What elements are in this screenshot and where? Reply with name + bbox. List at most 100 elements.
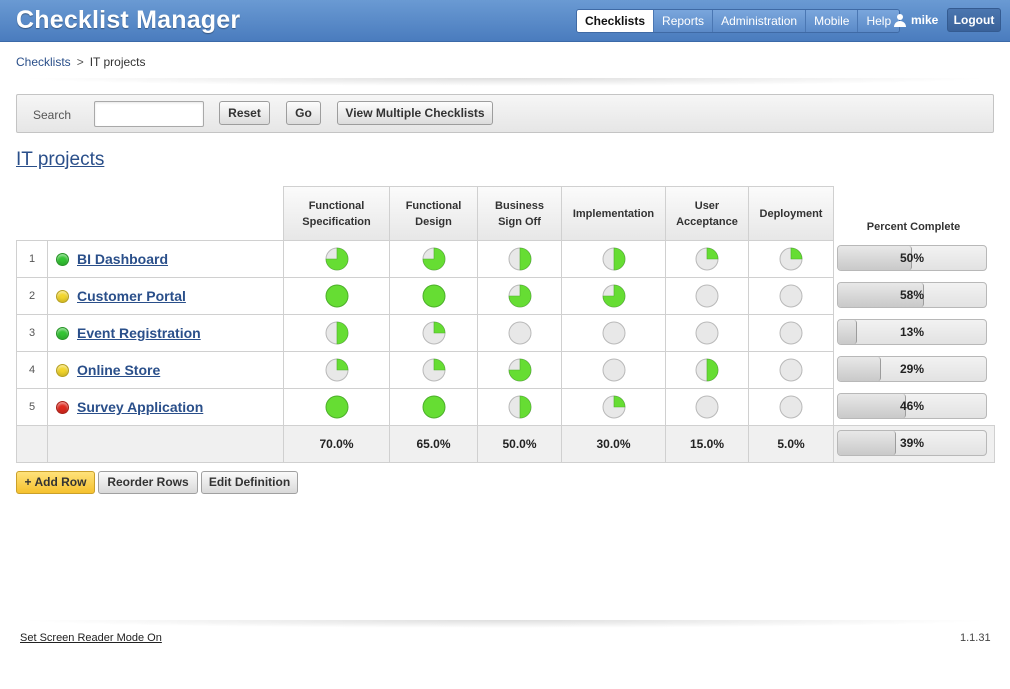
- progress-pie[interactable]: [422, 247, 446, 271]
- totals-blank: [16, 425, 48, 463]
- screen-reader-mode-link[interactable]: Set Screen Reader Mode On: [20, 632, 162, 644]
- pie-slice: [706, 247, 719, 260]
- progress-cell-functional-specification[interactable]: [283, 388, 390, 426]
- column-header-line: Design: [415, 215, 452, 228]
- pie-background: [602, 321, 625, 345]
- row-number: 3: [16, 314, 48, 352]
- progress-cell-deployment[interactable]: [748, 277, 834, 315]
- search-input[interactable]: [94, 101, 204, 127]
- progress-bar-label: 39%: [899, 436, 925, 450]
- progress-pie[interactable]: [325, 284, 349, 308]
- breadcrumb-checklists-link[interactable]: Checklists: [16, 55, 71, 69]
- progress-pie[interactable]: [779, 321, 803, 345]
- progress-pie[interactable]: [602, 284, 626, 308]
- reorder-rows-button[interactable]: Reorder Rows: [98, 471, 198, 494]
- nav-help[interactable]: Help: [857, 10, 900, 32]
- nav-mobile[interactable]: Mobile: [805, 10, 858, 32]
- progress-cell-functional-design[interactable]: [389, 240, 478, 278]
- progress-cell-functional-design[interactable]: [389, 351, 478, 389]
- search-label: Search: [33, 108, 72, 122]
- progress-pie[interactable]: [422, 284, 446, 308]
- progress-cell-implementation[interactable]: [561, 351, 666, 389]
- add-row-button[interactable]: + Add Row: [16, 471, 95, 494]
- progress-pie[interactable]: [695, 358, 719, 382]
- progress-pie[interactable]: [508, 247, 532, 271]
- column-header-line: Functional: [308, 199, 365, 212]
- go-button[interactable]: Go: [286, 101, 321, 125]
- progress-pie[interactable]: [602, 358, 626, 382]
- progress-cell-functional-design[interactable]: [389, 277, 478, 315]
- row-name-link[interactable]: Survey Application: [77, 399, 204, 415]
- view-multiple-checklists-button[interactable]: View Multiple Checklists: [337, 101, 493, 125]
- progress-cell-functional-specification[interactable]: [283, 277, 390, 315]
- current-user[interactable]: mike: [894, 13, 938, 27]
- progress-cell-implementation[interactable]: [561, 240, 666, 278]
- column-header-line: Implementation: [572, 207, 655, 220]
- progress-pie[interactable]: [695, 284, 719, 308]
- progress-cell-deployment[interactable]: [748, 351, 834, 389]
- progress-cell-user-acceptance[interactable]: [665, 277, 749, 315]
- progress-pie[interactable]: [508, 321, 532, 345]
- progress-cell-implementation[interactable]: [561, 314, 666, 352]
- progress-cell-user-acceptance[interactable]: [665, 388, 749, 426]
- app-title: Checklist Manager: [16, 6, 241, 34]
- logout-button[interactable]: Logout: [947, 8, 1001, 32]
- progress-cell-deployment[interactable]: [748, 388, 834, 426]
- progress-pie[interactable]: [602, 321, 626, 345]
- row-name-link[interactable]: Online Store: [77, 362, 161, 378]
- progress-pie[interactable]: [325, 321, 349, 345]
- table-row: Customer Portal: [47, 277, 284, 315]
- progress-bar-fill: [838, 320, 858, 344]
- progress-cell-user-acceptance[interactable]: [665, 314, 749, 352]
- progress-cell-functional-specification[interactable]: [283, 314, 390, 352]
- username: mike: [911, 13, 939, 27]
- progress-cell-user-acceptance[interactable]: [665, 351, 749, 389]
- progress-pie[interactable]: [422, 321, 446, 345]
- total-business-sign-off: 50.0%: [477, 425, 562, 463]
- progress-pie[interactable]: [695, 247, 719, 271]
- progress-pie[interactable]: [779, 358, 803, 382]
- progress-pie[interactable]: [422, 395, 446, 419]
- progress-cell-functional-specification[interactable]: [283, 351, 390, 389]
- progress-cell-functional-design[interactable]: [389, 314, 478, 352]
- progress-bar-label: 58%: [899, 288, 925, 302]
- progress-pie[interactable]: [602, 247, 626, 271]
- progress-cell-deployment[interactable]: [748, 314, 834, 352]
- progress-cell-user-acceptance[interactable]: [665, 240, 749, 278]
- progress-cell-functional-design[interactable]: [389, 388, 478, 426]
- progress-cell-implementation[interactable]: [561, 277, 666, 315]
- progress-pie[interactable]: [325, 358, 349, 382]
- reset-button[interactable]: Reset: [219, 101, 270, 125]
- progress-pie[interactable]: [779, 395, 803, 419]
- progress-pie[interactable]: [422, 358, 446, 382]
- progress-pie[interactable]: [508, 395, 532, 419]
- row-name-link[interactable]: Customer Portal: [77, 288, 186, 304]
- progress-pie[interactable]: [695, 395, 719, 419]
- nav-reports[interactable]: Reports: [653, 10, 713, 32]
- row-name-link[interactable]: Event Registration: [77, 325, 201, 341]
- progress-cell-business-sign-off[interactable]: [477, 314, 562, 352]
- progress-pie[interactable]: [779, 284, 803, 308]
- progress-pie[interactable]: [779, 247, 803, 271]
- progress-pie[interactable]: [508, 358, 532, 382]
- checklist-title[interactable]: IT projects: [16, 149, 105, 170]
- progress-cell-functional-specification[interactable]: [283, 240, 390, 278]
- progress-pie[interactable]: [325, 395, 349, 419]
- progress-cell-deployment[interactable]: [748, 240, 834, 278]
- edit-definition-button[interactable]: Edit Definition: [201, 471, 298, 494]
- progress-cell-business-sign-off[interactable]: [477, 388, 562, 426]
- table-row: Event Registration: [47, 314, 284, 352]
- progress-pie[interactable]: [508, 284, 532, 308]
- progress-cell-business-sign-off[interactable]: [477, 277, 562, 315]
- status-yellow-icon: [56, 363, 69, 377]
- nav-administration[interactable]: Administration: [712, 10, 806, 32]
- progress-cell-business-sign-off[interactable]: [477, 351, 562, 389]
- row-name-link[interactable]: BI Dashboard: [77, 251, 169, 267]
- progress-pie[interactable]: [602, 395, 626, 419]
- progress-cell-implementation[interactable]: [561, 388, 666, 426]
- nav-checklists[interactable]: Checklists: [577, 10, 654, 32]
- progress-pie[interactable]: [325, 247, 349, 271]
- progress-pie[interactable]: [695, 321, 719, 345]
- progress-cell-business-sign-off[interactable]: [477, 240, 562, 278]
- pie-slice: [790, 247, 803, 260]
